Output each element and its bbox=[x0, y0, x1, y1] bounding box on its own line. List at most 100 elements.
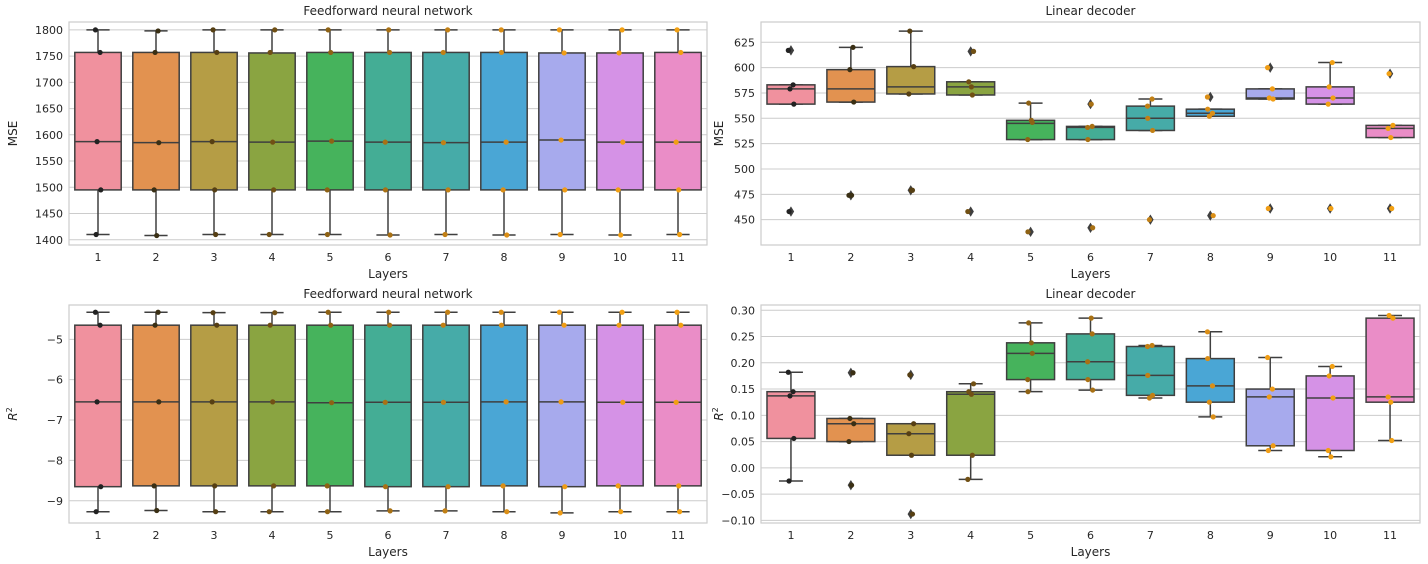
data-point bbox=[266, 231, 272, 238]
data-point bbox=[270, 139, 276, 145]
data-point bbox=[790, 389, 796, 395]
data-point bbox=[328, 322, 334, 328]
data-point bbox=[909, 187, 916, 193]
data-point bbox=[969, 92, 975, 98]
data-point bbox=[266, 509, 272, 515]
box-layer-5 bbox=[1005, 322, 1056, 393]
data-point bbox=[1085, 376, 1091, 383]
data-point bbox=[212, 483, 218, 489]
data-point bbox=[271, 187, 277, 193]
box-layer-5 bbox=[306, 29, 354, 236]
box-iqr bbox=[1305, 86, 1355, 105]
box-layer-2 bbox=[826, 46, 876, 201]
box-layer-4 bbox=[945, 46, 996, 217]
box-layer-8 bbox=[480, 29, 528, 236]
box-layer-7 bbox=[422, 29, 470, 236]
data-point bbox=[94, 139, 100, 145]
x-tick-label: 3 bbox=[907, 251, 914, 264]
data-point bbox=[1145, 372, 1151, 378]
x-tick-label: 7 bbox=[443, 251, 450, 264]
data-point bbox=[911, 64, 917, 70]
data-point bbox=[676, 483, 682, 489]
x-tick-label: 3 bbox=[211, 529, 218, 542]
data-point bbox=[1388, 134, 1394, 141]
x-tick-label: 2 bbox=[847, 251, 854, 264]
box-iqr bbox=[190, 51, 238, 191]
x-tick-label: 4 bbox=[967, 529, 974, 542]
data-point bbox=[562, 187, 568, 193]
x-tick-label: 9 bbox=[559, 529, 566, 542]
box-iqr bbox=[364, 51, 412, 191]
data-point bbox=[498, 322, 505, 328]
data-point bbox=[1085, 136, 1091, 143]
data-point bbox=[968, 391, 975, 397]
panel-title: Feedforward neural network bbox=[303, 4, 472, 18]
y-tick-label: 550 bbox=[734, 112, 755, 125]
data-point bbox=[848, 192, 855, 198]
y-tick-label: 1500 bbox=[35, 181, 63, 194]
y-tick-label: −9 bbox=[47, 495, 63, 508]
data-point bbox=[382, 399, 388, 405]
y-tick-label: 0.05 bbox=[731, 436, 756, 449]
y-tick-label: 0.15 bbox=[731, 383, 756, 396]
box-layer-4 bbox=[248, 29, 296, 236]
data-point bbox=[556, 27, 563, 33]
data-point bbox=[387, 232, 393, 238]
panel-title: Linear decoder bbox=[1046, 4, 1136, 18]
box-layer-6 bbox=[1065, 98, 1116, 233]
x-tick-label: 4 bbox=[269, 251, 276, 264]
box-iqr bbox=[74, 51, 122, 191]
box-layer-1 bbox=[766, 371, 816, 482]
data-point bbox=[908, 452, 915, 458]
data-point bbox=[618, 509, 624, 515]
data-point bbox=[1206, 399, 1212, 405]
y-tick-label: −7 bbox=[47, 414, 63, 427]
data-point bbox=[556, 309, 563, 315]
data-point bbox=[561, 50, 567, 56]
box-iqr bbox=[1005, 342, 1056, 381]
box-layer-5 bbox=[306, 311, 354, 513]
box-iqr bbox=[538, 324, 586, 488]
data-point bbox=[1028, 340, 1034, 346]
box-iqr bbox=[422, 324, 470, 488]
data-point bbox=[1270, 96, 1276, 102]
box-layer-3 bbox=[190, 29, 238, 236]
data-point bbox=[154, 507, 160, 514]
data-point bbox=[214, 322, 220, 328]
data-point bbox=[1390, 122, 1396, 128]
data-point bbox=[1265, 205, 1271, 212]
box-iqr bbox=[306, 324, 354, 487]
data-point bbox=[970, 48, 977, 54]
box-iqr bbox=[1305, 375, 1355, 452]
x-axis-label: Layers bbox=[1071, 545, 1111, 559]
box-layer-7 bbox=[422, 311, 470, 512]
data-point bbox=[677, 509, 683, 515]
x-tick-label: 6 bbox=[385, 529, 392, 542]
data-point bbox=[1146, 217, 1153, 223]
data-point bbox=[1025, 389, 1031, 395]
data-point bbox=[787, 393, 793, 399]
data-point bbox=[151, 187, 157, 193]
data-point bbox=[965, 476, 971, 482]
data-point bbox=[325, 309, 331, 315]
x-tick-label: 7 bbox=[1147, 529, 1154, 542]
box-layer-7 bbox=[1125, 98, 1176, 225]
data-point bbox=[267, 322, 273, 328]
x-tick-label: 8 bbox=[1207, 529, 1214, 542]
data-point bbox=[1210, 414, 1216, 420]
data-point bbox=[445, 187, 451, 193]
data-point bbox=[386, 309, 392, 315]
y-tick-label: −6 bbox=[47, 374, 63, 387]
data-point bbox=[1026, 320, 1032, 326]
data-point bbox=[676, 187, 682, 193]
plot-frame bbox=[68, 21, 708, 246]
data-point bbox=[213, 509, 219, 515]
x-tick-label: 5 bbox=[1027, 529, 1034, 542]
data-point bbox=[674, 27, 680, 33]
data-point bbox=[785, 47, 791, 53]
data-point bbox=[561, 322, 567, 328]
x-axis-label: Layers bbox=[1071, 267, 1111, 281]
y-tick-label: 1650 bbox=[35, 103, 63, 116]
x-tick-label: 10 bbox=[1323, 251, 1337, 264]
x-tick-label: 4 bbox=[269, 529, 276, 542]
